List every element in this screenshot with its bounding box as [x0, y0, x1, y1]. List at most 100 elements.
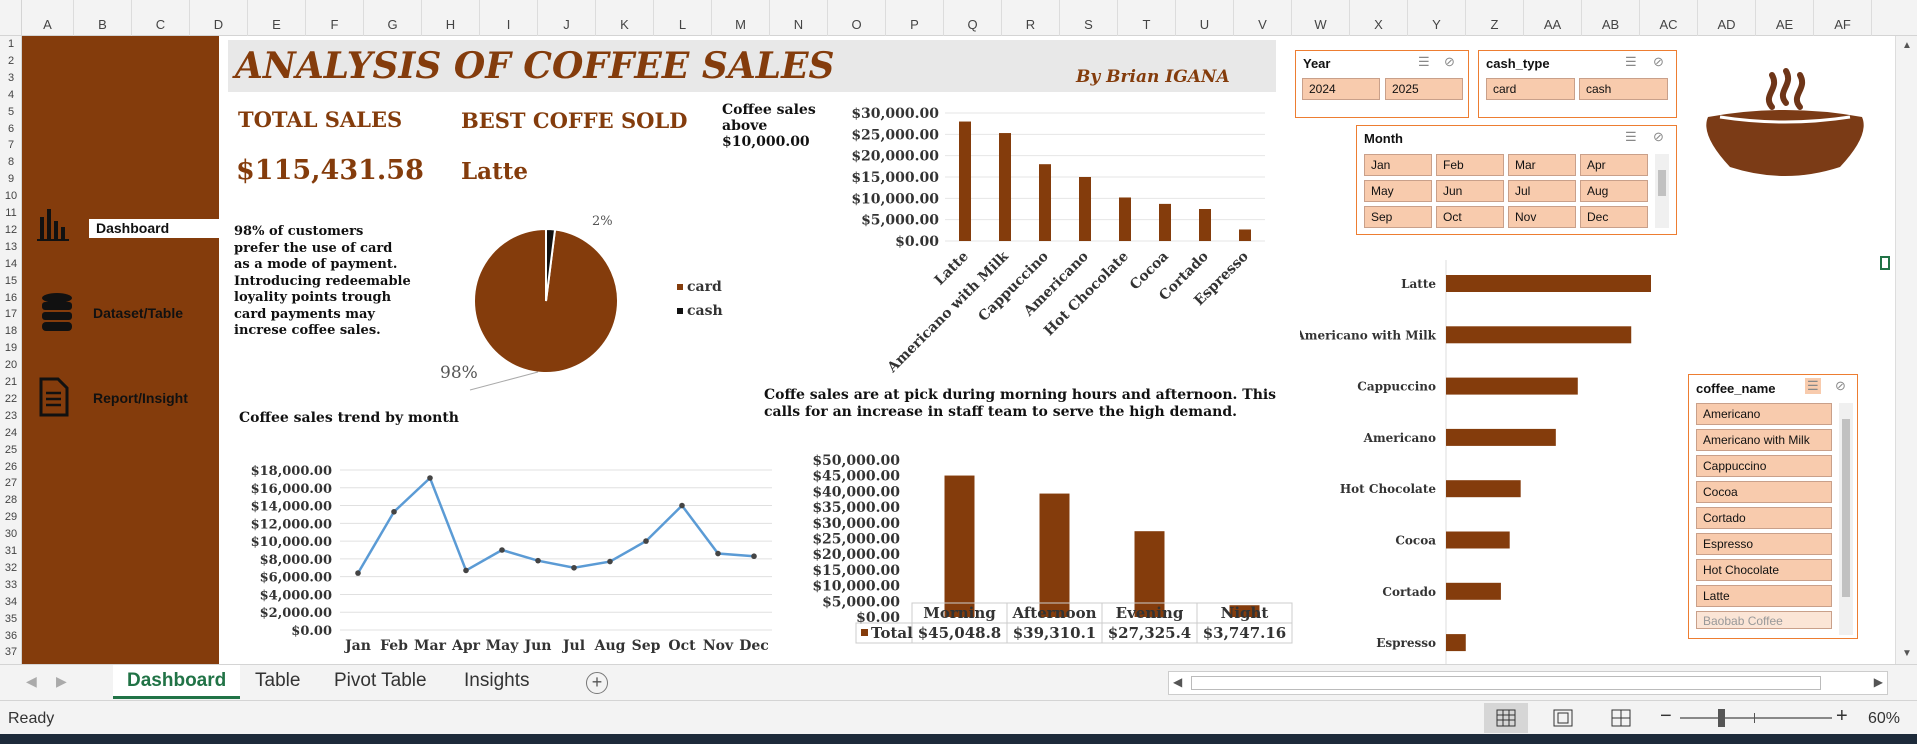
column-header-cell[interactable]: B: [74, 0, 132, 36]
clear-filter-icon[interactable]: ⊘: [1444, 54, 1455, 69]
column-header-cell[interactable]: AD: [1698, 0, 1756, 36]
row-header-cell[interactable]: 23: [4, 409, 18, 422]
row-header-cell[interactable]: 1: [7, 38, 15, 50]
cash-type-slicer[interactable]: cash_type ☰ ⊘ card cash: [1478, 50, 1677, 118]
column-header-cell[interactable]: C: [132, 0, 190, 36]
nav-report[interactable]: Report/Insight: [93, 390, 188, 406]
column-header-cell[interactable]: A: [22, 0, 74, 36]
multi-select-icon[interactable]: ☰: [1625, 129, 1637, 144]
page-break-icon[interactable]: [1606, 703, 1636, 733]
slicer-item-month[interactable]: Aug: [1580, 180, 1648, 202]
column-header-cell[interactable]: AC: [1640, 0, 1698, 36]
tab-dashboard[interactable]: Dashboard: [113, 665, 241, 699]
payment-pie-chart[interactable]: 98% 2% card cash: [420, 200, 740, 400]
slicer-item-month[interactable]: Oct: [1436, 206, 1504, 228]
tab-insights[interactable]: Insights: [464, 670, 530, 691]
row-header-cell[interactable]: 3: [7, 71, 15, 84]
clear-filter-icon[interactable]: ⊘: [1653, 54, 1664, 69]
slicer-item-coffee[interactable]: Latte: [1696, 585, 1832, 607]
row-header-cell[interactable]: 25: [4, 443, 18, 456]
column-header-cell[interactable]: P: [886, 0, 944, 36]
row-header-cell[interactable]: 7: [7, 139, 15, 152]
slicer-item-coffee[interactable]: Americano with Milk: [1696, 429, 1832, 451]
coffee-name-slicer[interactable]: coffee_name ☰ ⊘ Americano Americano with …: [1688, 374, 1858, 639]
document-icon[interactable]: [38, 377, 70, 417]
slicer-scrollbar[interactable]: [1839, 403, 1853, 635]
slicer-item-month[interactable]: Jan: [1364, 154, 1432, 176]
slicer-item-month[interactable]: Mar: [1508, 154, 1576, 176]
column-header-cell[interactable]: D: [190, 0, 248, 36]
row-header-cell[interactable]: 30: [4, 528, 18, 541]
row-header-cell[interactable]: 28: [4, 494, 18, 507]
row-header-cell[interactable]: 6: [7, 122, 15, 135]
row-header-cell[interactable]: 15: [4, 274, 18, 287]
row-header-cell[interactable]: 14: [4, 257, 18, 270]
slicer-item-month[interactable]: Feb: [1436, 154, 1504, 176]
row-header-cell[interactable]: 33: [4, 578, 18, 591]
slicer-item-coffee[interactable]: Hot Chocolate: [1696, 559, 1832, 581]
clear-filter-icon[interactable]: ⊘: [1835, 378, 1846, 393]
slicer-item-coffee[interactable]: Americano: [1696, 403, 1832, 425]
column-header-cell[interactable]: Q: [944, 0, 1002, 36]
monthly-trend-line-chart[interactable]: $0.00 $2,000.00 $4,000.00 $6,000.00 $8,000.0…: [230, 432, 790, 662]
row-header-cell[interactable]: 34: [4, 595, 18, 608]
slicer-item-coffee-disabled[interactable]: Baobab Coffee: [1696, 611, 1832, 629]
page-layout-icon[interactable]: [1548, 703, 1578, 733]
column-header-cell[interactable]: L: [654, 0, 712, 36]
column-header-cell[interactable]: N: [770, 0, 828, 36]
slicer-item-month[interactable]: Jun: [1436, 180, 1504, 202]
column-header-cell[interactable]: AF: [1814, 0, 1872, 36]
tab-table[interactable]: Table: [255, 670, 301, 691]
column-header-cell[interactable]: S: [1060, 0, 1118, 36]
row-header-cell[interactable]: 26: [4, 460, 18, 473]
row-header-cell[interactable]: 22: [4, 392, 18, 405]
row-header-cell[interactable]: 32: [4, 561, 18, 574]
year-slicer[interactable]: Year ☰ ⊘ 2024 2025: [1295, 50, 1469, 118]
row-header-cell[interactable]: 16: [4, 291, 18, 304]
time-of-day-bar-chart[interactable]: $0.00$5,000.00$10,000.00$15,000.00$20,00…: [800, 426, 1300, 662]
column-header-cell[interactable]: F: [306, 0, 364, 36]
zoom-in-button[interactable]: +: [1836, 705, 1848, 727]
column-header-cell[interactable]: R: [1002, 0, 1060, 36]
zoom-level[interactable]: 60%: [1868, 710, 1901, 727]
row-header-cell[interactable]: 9: [7, 173, 15, 186]
zoom-out-button[interactable]: −: [1660, 705, 1672, 727]
column-header-cell[interactable]: W: [1292, 0, 1350, 36]
prev-sheet-icon[interactable]: ◀: [26, 673, 37, 689]
row-header-cell[interactable]: 19: [4, 342, 18, 355]
column-header-cell[interactable]: V: [1234, 0, 1292, 36]
add-sheet-button[interactable]: +: [586, 672, 608, 694]
nav-dataset[interactable]: Dataset/Table: [93, 305, 183, 321]
row-header-cell[interactable]: 31: [4, 545, 18, 557]
slicer-item-month[interactable]: Dec: [1580, 206, 1648, 228]
column-header-cell[interactable]: H: [422, 0, 480, 36]
column-header-cell[interactable]: AB: [1582, 0, 1640, 36]
month-slicer[interactable]: Month ☰ ⊘ Jan Feb Mar Apr May Jun Jul Aug Sep Oct…: [1356, 125, 1677, 235]
column-header-cell[interactable]: T: [1118, 0, 1176, 36]
multi-select-icon[interactable]: ☰: [1418, 54, 1430, 69]
slicer-item-2024[interactable]: 2024: [1302, 78, 1380, 100]
column-header-cell[interactable]: K: [596, 0, 654, 36]
slicer-item-month[interactable]: May: [1364, 180, 1432, 202]
row-header-cell[interactable]: 8: [7, 156, 15, 169]
select-all-corner[interactable]: [0, 0, 22, 36]
column-header-cell[interactable]: AE: [1756, 0, 1814, 36]
row-header-cell[interactable]: 10: [4, 190, 18, 203]
column-header-cell[interactable]: O: [828, 0, 886, 36]
row-header-cell[interactable]: 24: [4, 426, 18, 439]
next-sheet-icon[interactable]: ▶: [56, 673, 67, 689]
row-header-cell[interactable]: 21: [4, 376, 18, 388]
slicer-item-card[interactable]: card: [1486, 78, 1575, 100]
slicer-item-month[interactable]: Jul: [1508, 180, 1576, 202]
column-header-cell[interactable]: X: [1350, 0, 1408, 36]
row-header-cell[interactable]: 4: [7, 88, 15, 101]
column-header-cell[interactable]: U: [1176, 0, 1234, 36]
database-icon[interactable]: [40, 292, 74, 334]
row-header-cell[interactable]: 13: [4, 240, 18, 253]
slicer-item-coffee[interactable]: Cocoa: [1696, 481, 1832, 503]
slicer-item-coffee[interactable]: Cortado: [1696, 507, 1832, 529]
nav-dashboard[interactable]: Dashboard: [89, 219, 219, 238]
coffee-horizontal-bar-chart[interactable]: Latte Americano with Milk Cappuccino Americ…: [1300, 255, 1670, 665]
row-header-cell[interactable]: 29: [4, 511, 18, 524]
row-header-cell[interactable]: 27: [4, 477, 18, 490]
